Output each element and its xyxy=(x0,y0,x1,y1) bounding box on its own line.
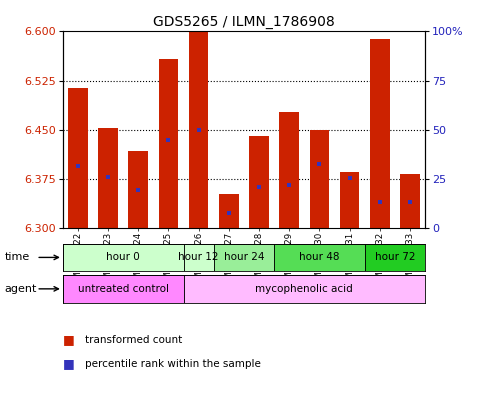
Bar xyxy=(128,151,148,228)
Text: hour 0: hour 0 xyxy=(106,252,140,263)
Text: ■: ■ xyxy=(63,333,74,347)
Text: hour 24: hour 24 xyxy=(224,252,264,263)
Bar xyxy=(63,275,184,303)
Title: GDS5265 / ILMN_1786908: GDS5265 / ILMN_1786908 xyxy=(153,15,335,29)
Bar xyxy=(400,174,420,228)
Text: ■: ■ xyxy=(63,357,74,370)
Text: hour 12: hour 12 xyxy=(178,252,219,263)
Text: mycophenolic acid: mycophenolic acid xyxy=(256,284,353,294)
Bar xyxy=(365,244,425,271)
Bar xyxy=(184,275,425,303)
Bar xyxy=(219,194,239,228)
Bar xyxy=(98,129,118,228)
Bar xyxy=(213,244,274,271)
Bar xyxy=(310,130,329,228)
Bar xyxy=(158,59,178,228)
Bar xyxy=(184,244,213,271)
Bar xyxy=(279,112,299,228)
Bar xyxy=(68,88,88,228)
Text: hour 72: hour 72 xyxy=(375,252,415,263)
Bar xyxy=(340,172,359,228)
Text: time: time xyxy=(5,252,30,263)
Bar xyxy=(189,31,209,228)
Bar xyxy=(274,244,365,271)
Text: untreated control: untreated control xyxy=(78,284,169,294)
Bar xyxy=(370,39,390,228)
Text: transformed count: transformed count xyxy=(85,335,182,345)
Text: agent: agent xyxy=(5,284,37,294)
Bar xyxy=(63,244,184,271)
Text: percentile rank within the sample: percentile rank within the sample xyxy=(85,358,260,369)
Text: hour 48: hour 48 xyxy=(299,252,340,263)
Bar xyxy=(249,136,269,228)
